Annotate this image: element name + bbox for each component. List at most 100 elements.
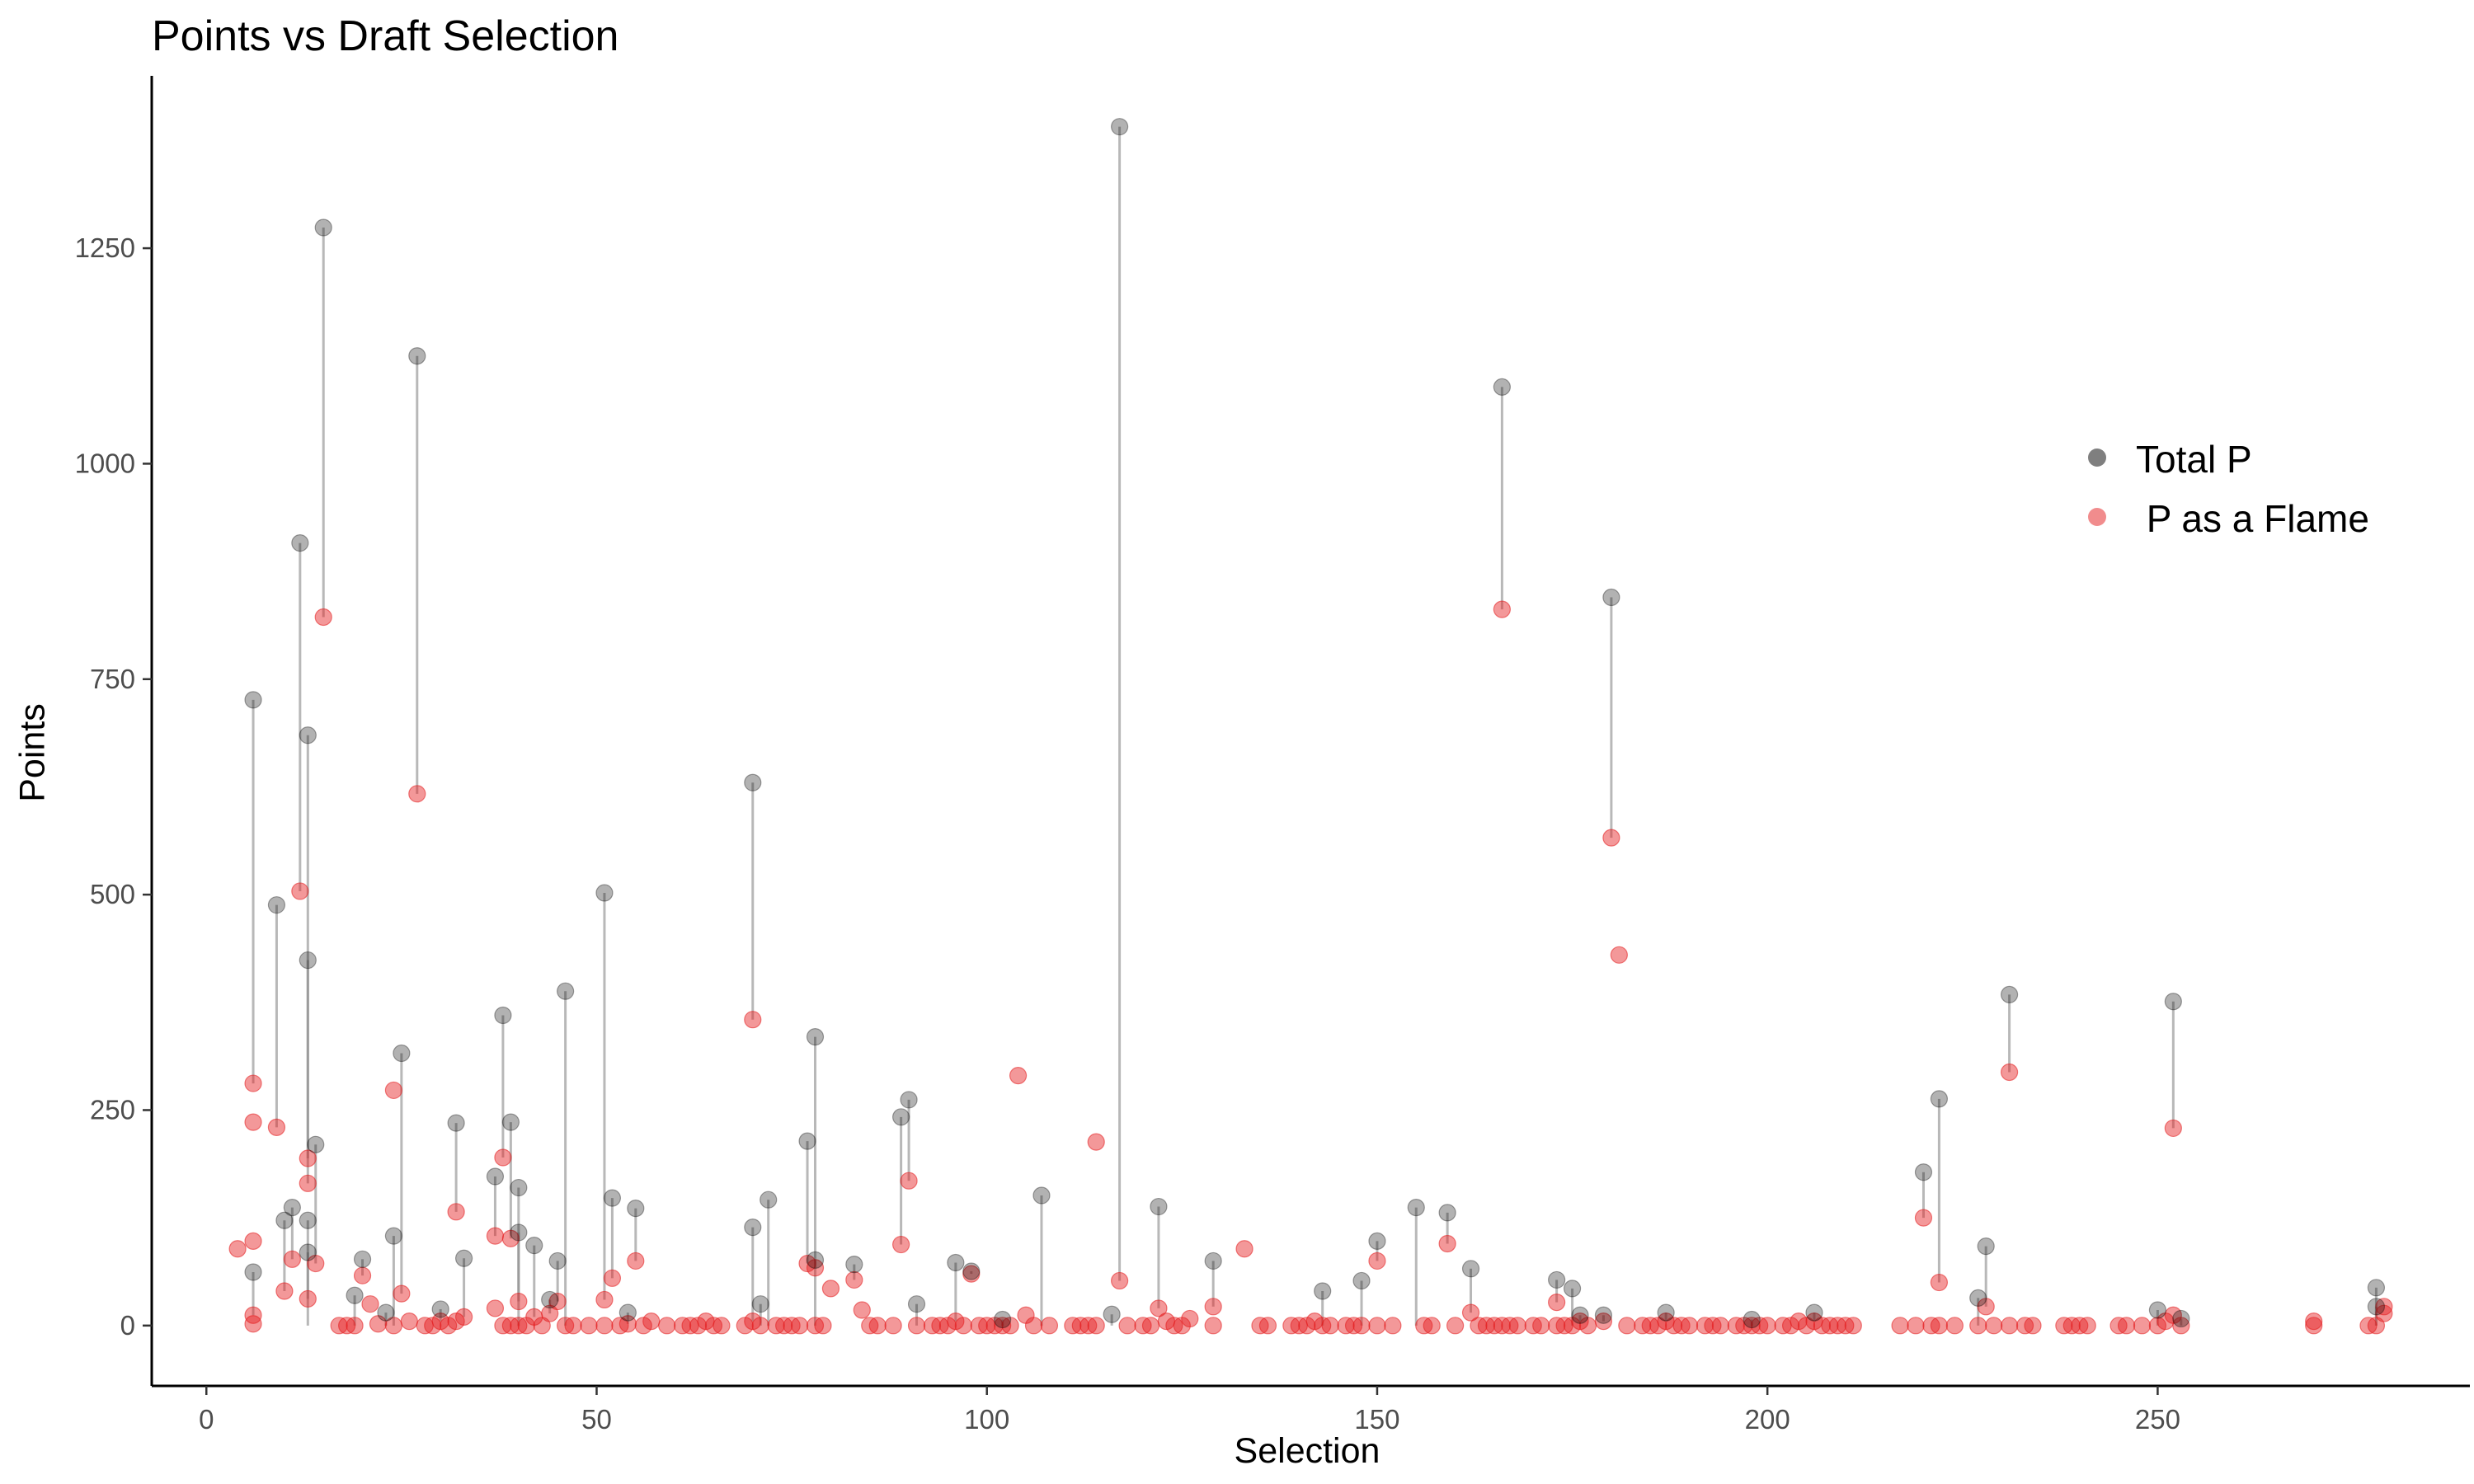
- total-point: [1969, 1289, 1987, 1307]
- flame-point: [501, 1229, 520, 1247]
- legend-label-total: Total P: [2136, 438, 2252, 481]
- flame-point: [486, 1227, 505, 1245]
- flame-point: [1594, 1312, 1613, 1331]
- total-point: [1914, 1163, 1933, 1181]
- flame-point: [900, 1172, 918, 1190]
- flame-point: [244, 1074, 262, 1092]
- total-point: [744, 1219, 762, 1237]
- flame-point: [658, 1317, 676, 1335]
- flame-point: [1423, 1317, 1441, 1335]
- total-point: [806, 1251, 825, 1269]
- flame-point: [2117, 1317, 2136, 1335]
- flame-point: [1571, 1312, 1589, 1331]
- total-point: [1352, 1271, 1371, 1290]
- flame-point: [1204, 1317, 1222, 1335]
- total-point: [2000, 985, 2019, 1003]
- flame-point: [299, 1149, 317, 1167]
- total-point: [1594, 1306, 1613, 1324]
- flame-point: [299, 1289, 317, 1308]
- total-point: [2172, 1309, 2190, 1328]
- total-point: [2164, 993, 2182, 1011]
- total-point: [806, 1028, 825, 1046]
- total-point: [1571, 1306, 1589, 1324]
- flame-point: [1235, 1240, 1253, 1258]
- flame-point: [400, 1312, 418, 1331]
- total-point: [760, 1190, 778, 1209]
- flame-point: [1907, 1317, 1925, 1335]
- y-tick-label: 1000: [75, 448, 135, 478]
- flame-point: [634, 1317, 652, 1335]
- flame-point: [1790, 1312, 1808, 1331]
- total-point: [1461, 1260, 1480, 1278]
- flame-point: [744, 1011, 762, 1029]
- total-point: [447, 1114, 465, 1132]
- flame-point: [314, 608, 332, 627]
- flame-point: [291, 882, 309, 900]
- flame-point: [2305, 1312, 2323, 1331]
- flame-point: [962, 1265, 981, 1283]
- flame-point: [751, 1317, 769, 1335]
- x-tick-label: 150: [1354, 1404, 1399, 1435]
- flame-point: [447, 1203, 465, 1221]
- flame-point: [1891, 1317, 1909, 1335]
- total-point: [892, 1108, 910, 1126]
- total-point: [1805, 1303, 1823, 1322]
- total-point: [299, 951, 317, 970]
- total-point: [1743, 1310, 1761, 1329]
- flame-point: [580, 1317, 598, 1335]
- total-point: [845, 1255, 863, 1274]
- flame-point: [595, 1317, 614, 1335]
- total-point: [393, 1044, 411, 1063]
- total-point: [1368, 1232, 1386, 1250]
- flame-point: [1384, 1317, 1402, 1335]
- flame-point: [275, 1282, 294, 1300]
- flame-point: [494, 1148, 512, 1167]
- flame-point: [1111, 1271, 1129, 1290]
- flame-point: [1930, 1273, 1949, 1292]
- flame-point: [228, 1240, 247, 1258]
- total-point: [557, 982, 575, 1000]
- flame-point: [283, 1250, 301, 1268]
- total-series-points: [244, 118, 2386, 1329]
- flame-point: [1321, 1317, 1339, 1335]
- total-point: [541, 1290, 559, 1309]
- flame-point: [1438, 1234, 1456, 1253]
- flame-point: [938, 1317, 957, 1335]
- flame-point: [618, 1315, 637, 1333]
- total-point: [510, 1178, 528, 1197]
- y-tick-label: 1250: [75, 232, 135, 263]
- total-point: [962, 1262, 981, 1280]
- flame-point: [307, 1254, 325, 1273]
- legend-label-flame: P as a Flame: [2136, 497, 2369, 540]
- connector-lines: [252, 126, 2378, 1326]
- total-point: [2367, 1298, 2386, 1316]
- flame-point: [1368, 1252, 1386, 1270]
- flame-point: [369, 1315, 388, 1333]
- flame-point: [2305, 1317, 2323, 1335]
- total-point: [1563, 1280, 1582, 1298]
- flame-point: [798, 1254, 816, 1273]
- flame-point: [1844, 1317, 1862, 1335]
- flame-point: [1352, 1317, 1371, 1335]
- flame-point: [1368, 1317, 1386, 1335]
- flame-point: [907, 1317, 926, 1335]
- total-point: [2367, 1279, 2386, 1297]
- flame-point: [393, 1284, 411, 1303]
- flame-point: [2133, 1317, 2152, 1335]
- total-point: [431, 1300, 449, 1318]
- flame-point: [1446, 1317, 1465, 1335]
- total-point: [1407, 1199, 1425, 1217]
- flame-point: [1493, 600, 1511, 618]
- total-point: [1150, 1197, 1168, 1216]
- total-point: [1548, 1270, 1566, 1289]
- flame-point: [1141, 1317, 1160, 1335]
- flame-point: [486, 1299, 505, 1317]
- flame-point: [1001, 1317, 1019, 1335]
- total-point: [994, 1310, 1012, 1329]
- flame-point: [814, 1317, 832, 1335]
- total-point: [275, 1211, 294, 1229]
- flame-point: [408, 785, 426, 803]
- flame-point: [2000, 1317, 2019, 1335]
- flame-point: [440, 1317, 458, 1335]
